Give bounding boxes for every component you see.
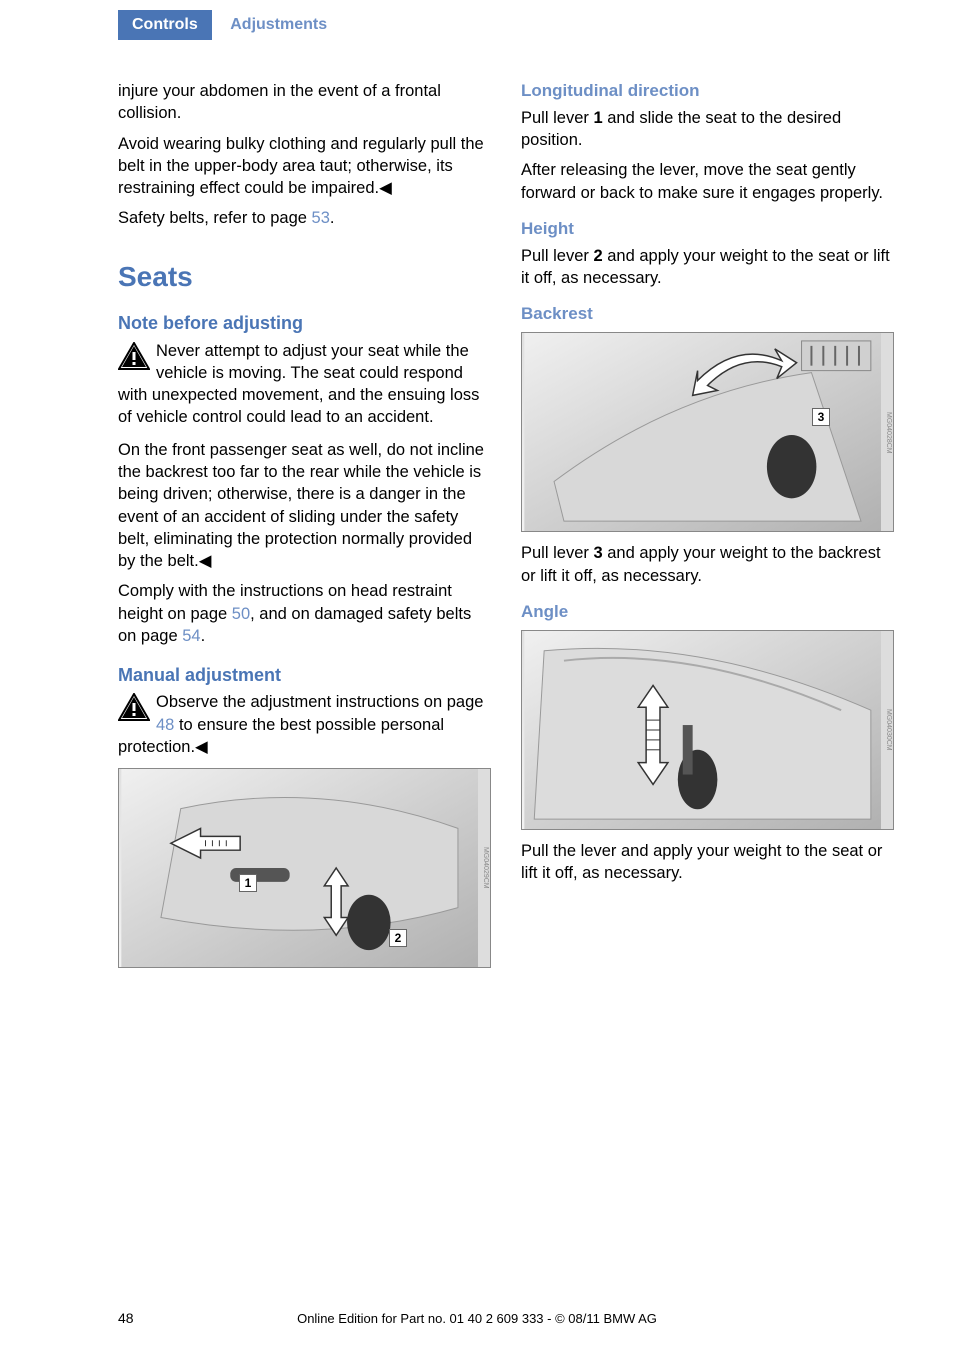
comply-c: . [201,627,206,645]
seat-diagram-1 [119,769,490,967]
backrest-p-bold: 3 [593,544,602,562]
intro-paragraph-2: Avoid wearing bulky clothing and regular… [118,133,491,200]
long-p1-a: Pull lever [521,109,593,127]
callout-3: 3 [812,408,830,426]
seat-diagram-backrest [522,333,893,531]
safety-belts-ref: Safety belts, refer to page 53. [118,207,491,229]
end-marker-icon: ◀ [199,552,212,570]
ref-text-b: . [330,209,335,227]
page-link-48[interactable]: 48 [156,716,174,734]
heading-height: Height [521,218,894,241]
backrest-p: Pull lever 3 and apply your weight to th… [521,542,894,587]
page-link-50[interactable]: 50 [232,605,250,623]
height-p-a: Pull lever [521,247,593,265]
tab-controls: Controls [118,10,212,40]
intro-p2-text: Avoid wearing bulky clothing and regular… [118,135,484,198]
figure-side-label: MG04028CM [881,333,893,531]
long-p2: After releasing the lever, move the seat… [521,159,894,204]
figure-side-label: MG04030CM [881,631,893,829]
tab-adjustments: Adjustments [216,10,341,40]
warning-icon [118,342,150,370]
heading-manual-adjustment: Manual adjustment [118,663,491,687]
figure-angle: MG04030CM [521,630,894,830]
heading-longitudinal: Longitudinal direction [521,80,894,103]
heading-seats: Seats [118,258,491,296]
warn1-text-b: On the front passenger seat as well, do … [118,439,491,573]
page-link-54[interactable]: 54 [182,627,200,645]
warn1-b-span: On the front passenger seat as well, do … [118,441,484,570]
callout-1: 1 [239,874,257,892]
left-column: injure your abdomen in the event of a fr… [118,80,491,978]
heading-angle: Angle [521,601,894,624]
height-p: Pull lever 2 and apply your weight to th… [521,245,894,290]
intro-paragraph-1: injure your abdomen in the event of a fr… [118,80,491,125]
warn1-text-a: Never attempt to adjust your seat while … [118,342,479,427]
long-p1-bold: 1 [593,109,602,127]
warning-block-2: Observe the adjustment instructions on p… [118,691,491,758]
end-marker-icon: ◀ [379,179,392,197]
footer-text: Online Edition for Part no. 01 40 2 609 … [0,1311,954,1326]
long-p1: Pull lever 1 and slide the seat to the d… [521,107,894,152]
angle-p: Pull the lever and apply your weight to … [521,840,894,885]
heading-note-before: Note before adjusting [118,311,491,335]
comply-paragraph: Comply with the instructions on head res… [118,580,491,647]
heading-backrest: Backrest [521,303,894,326]
height-p-bold: 2 [593,247,602,265]
ref-text-a: Safety belts, refer to page [118,209,312,227]
warn2-a: Observe the adjustment instructions on p… [156,693,483,711]
right-column: Longitudinal direction Pull lever 1 and … [521,80,894,978]
warning-icon [118,693,150,721]
figure-side-label: MG04029CM [478,769,490,967]
page-link-53[interactable]: 53 [312,209,330,227]
backrest-p-a: Pull lever [521,544,593,562]
figure-backrest: 3 MG04028CM [521,332,894,532]
warning-block-1: Never attempt to adjust your seat while … [118,340,491,429]
figure-seat-levers-1-2: 1 2 MG04029CM [118,768,491,968]
end-marker-icon: ◀ [195,738,208,756]
callout-2: 2 [389,929,407,947]
page-header: Controls Adjustments [0,0,954,50]
seat-diagram-angle [522,631,893,829]
